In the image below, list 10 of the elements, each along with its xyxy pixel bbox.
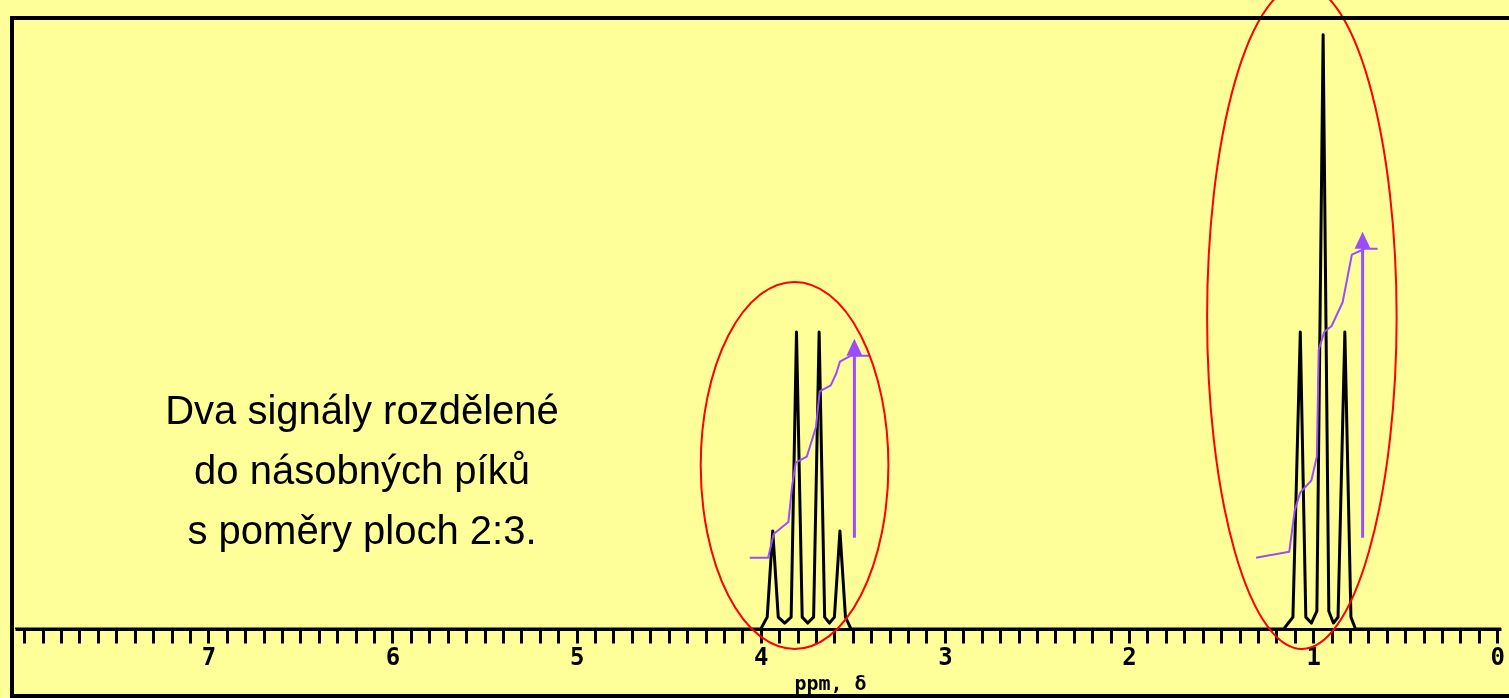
x-tick-label: 6: [385, 642, 401, 671]
x-tick-label: 1: [1306, 642, 1321, 671]
x-axis-title: ppm, δ: [794, 670, 867, 695]
x-tick-label: 5: [569, 642, 585, 671]
x-tick-label: 4: [754, 642, 769, 671]
annotation: Dva signály rozdělené do násobných píků s poměry ploch 2:3.: [165, 388, 559, 552]
x-tick-label: 0: [1490, 642, 1506, 671]
x-tick-label: 3: [938, 642, 953, 671]
x-tick-label: 7: [201, 642, 217, 671]
x-tick-label: 2: [1122, 642, 1137, 671]
